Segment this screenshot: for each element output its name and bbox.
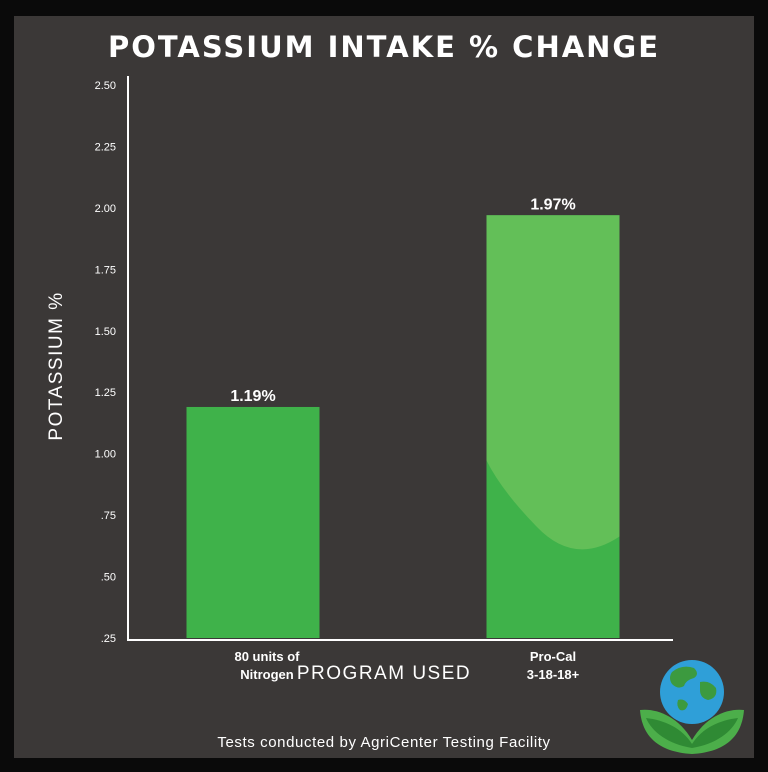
x-axis-label: PROGRAM USED bbox=[297, 663, 471, 684]
chart-frame: POTASSIUM INTAKE % CHANGE .25 .50 .75 1.00 1… bbox=[14, 16, 754, 758]
y-tick-label: 1.25 bbox=[95, 387, 116, 399]
y-tick-label: .75 bbox=[101, 510, 116, 522]
bars bbox=[186, 215, 620, 639]
y-tick-label: 1.00 bbox=[95, 449, 116, 461]
bar-data-labels: 1.19% 1.97% bbox=[230, 196, 575, 405]
x-tick-labels: 80 units of Nitrogen Pro-Cal 3-18-18+ bbox=[234, 649, 579, 682]
y-tick-label: 1.75 bbox=[95, 264, 116, 276]
bar-data-label: 1.19% bbox=[230, 388, 275, 405]
y-tick-label: 2.00 bbox=[95, 203, 116, 215]
y-tick-label: 2.25 bbox=[95, 141, 116, 153]
footer-credit: Tests conducted by AgriCenter Testing Fa… bbox=[217, 734, 551, 751]
globe-with-leaves-icon bbox=[640, 660, 744, 754]
x-tick-label: 3-18-18+ bbox=[527, 667, 580, 682]
y-tick-labels: .25 .50 .75 1.00 1.25 1.50 1.75 2.00 2.25 2.50 bbox=[95, 80, 116, 645]
chart-title: POTASSIUM INTAKE % CHANGE bbox=[107, 30, 661, 64]
y-axis-label: POTASSIUM % bbox=[46, 291, 67, 440]
x-tick-label: Nitrogen bbox=[240, 667, 294, 682]
x-tick-label: Pro-Cal bbox=[530, 649, 576, 664]
bar bbox=[186, 406, 320, 638]
bar-highlight bbox=[486, 215, 620, 550]
y-tick-label: .25 bbox=[101, 633, 116, 645]
bar-chart: .25 .50 .75 1.00 1.25 1.50 1.75 2.00 2.25 2.50 1.… bbox=[46, 76, 673, 684]
y-tick-label: 1.50 bbox=[95, 326, 116, 338]
bar-data-label: 1.97% bbox=[530, 196, 575, 213]
y-tick-label: 2.50 bbox=[95, 80, 116, 92]
x-tick-label: 80 units of bbox=[234, 649, 300, 664]
y-tick-label: .50 bbox=[101, 572, 116, 584]
